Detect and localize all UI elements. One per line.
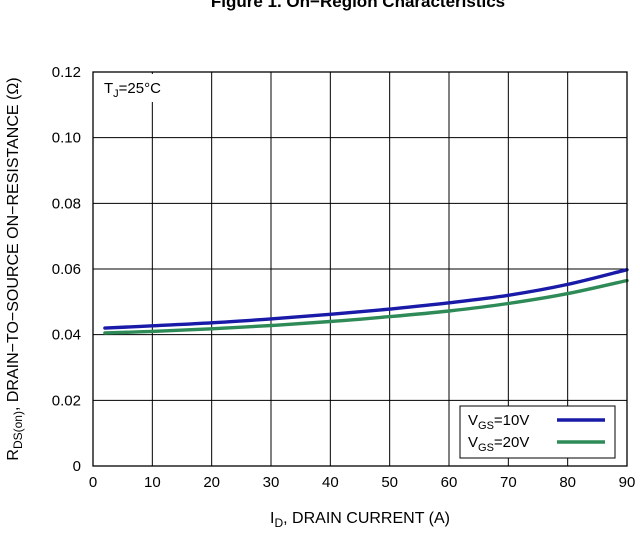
x-tick-label: 80 xyxy=(559,474,576,491)
legend-label-2: VGS=20V xyxy=(468,434,529,454)
chart-title: Figure 1. On−Region Characteristics xyxy=(211,0,505,11)
y-tick-labels: 0 0.02 0.04 0.06 0.08 0.10 0.12 xyxy=(52,64,81,475)
y-tick-label: 0.10 xyxy=(52,130,81,147)
x-tick-labels: 0 10 20 30 40 50 60 70 80 90 xyxy=(89,474,636,491)
y-axis-label: RDS(on), DRAIN−TO−SOURCE ON−RESISTANCE (… xyxy=(5,77,25,460)
x-tick-label: 60 xyxy=(441,474,458,491)
x-tick-label: 90 xyxy=(619,474,636,491)
tj-annotation-background xyxy=(95,74,181,102)
x-tick-label: 0 xyxy=(89,474,97,491)
y-tick-label: 0 xyxy=(73,458,81,475)
tj-annotation: TJ=25°C xyxy=(95,74,181,102)
y-tick-label: 0.04 xyxy=(52,327,81,344)
series-line-2 xyxy=(103,278,629,335)
x-axis-label: ID, DRAIN CURRENT (A) xyxy=(270,510,450,530)
x-tick-label: 70 xyxy=(500,474,517,491)
x-tick-label: 20 xyxy=(203,474,220,491)
y-tick-label: 0.12 xyxy=(52,64,81,81)
x-tick-label: 40 xyxy=(322,474,339,491)
y-tick-label: 0.02 xyxy=(52,392,81,409)
x-tick-label: 10 xyxy=(144,474,161,491)
y-tick-label: 0.06 xyxy=(52,261,81,278)
tj-annotation-text: TJ=25°C xyxy=(104,80,161,100)
plot-frame xyxy=(92,71,628,467)
series-layer xyxy=(103,268,629,335)
x-tick-label: 50 xyxy=(381,474,398,491)
x-tick-label: 30 xyxy=(263,474,280,491)
y-tick-label: 0.08 xyxy=(52,195,81,212)
series-line-1 xyxy=(103,268,629,330)
legend-box xyxy=(459,405,616,459)
legend-label-1: VGS=10V xyxy=(468,412,529,432)
